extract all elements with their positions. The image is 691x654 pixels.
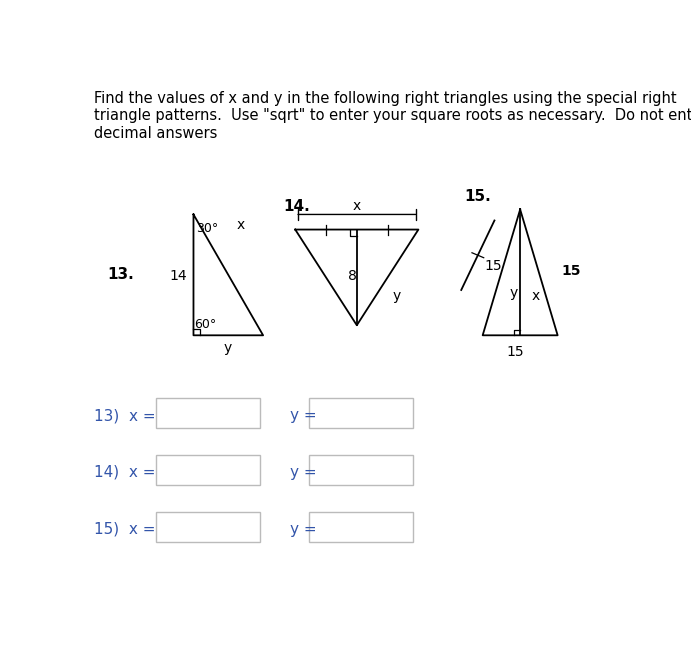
Text: 14: 14 (169, 269, 187, 283)
Text: 15: 15 (485, 259, 502, 273)
Text: x: x (532, 289, 540, 303)
Text: y: y (509, 286, 518, 300)
Text: 15.: 15. (464, 190, 491, 204)
Text: y =: y = (290, 465, 316, 480)
Text: x: x (236, 218, 245, 232)
Text: 13)  x =: 13) x = (95, 408, 156, 423)
Text: y: y (223, 341, 231, 355)
FancyBboxPatch shape (309, 398, 413, 428)
Text: 15: 15 (506, 345, 524, 360)
Text: 14.: 14. (283, 199, 310, 215)
Text: 8: 8 (348, 269, 357, 283)
FancyBboxPatch shape (309, 511, 413, 542)
Text: 13.: 13. (108, 267, 135, 283)
Text: y: y (392, 289, 401, 303)
Text: 15: 15 (562, 264, 581, 278)
Text: y =: y = (290, 408, 316, 423)
Text: Find the values of x and y in the following right triangles using the special ri: Find the values of x and y in the follow… (95, 91, 691, 141)
Text: 60°: 60° (195, 318, 217, 332)
FancyBboxPatch shape (156, 455, 261, 485)
FancyBboxPatch shape (309, 455, 413, 485)
Text: 14)  x =: 14) x = (95, 465, 156, 480)
Text: y =: y = (290, 522, 316, 537)
FancyBboxPatch shape (156, 398, 261, 428)
Text: 15)  x =: 15) x = (95, 522, 156, 537)
Text: 30°: 30° (196, 222, 218, 235)
Text: x: x (352, 199, 361, 213)
FancyBboxPatch shape (156, 511, 261, 542)
